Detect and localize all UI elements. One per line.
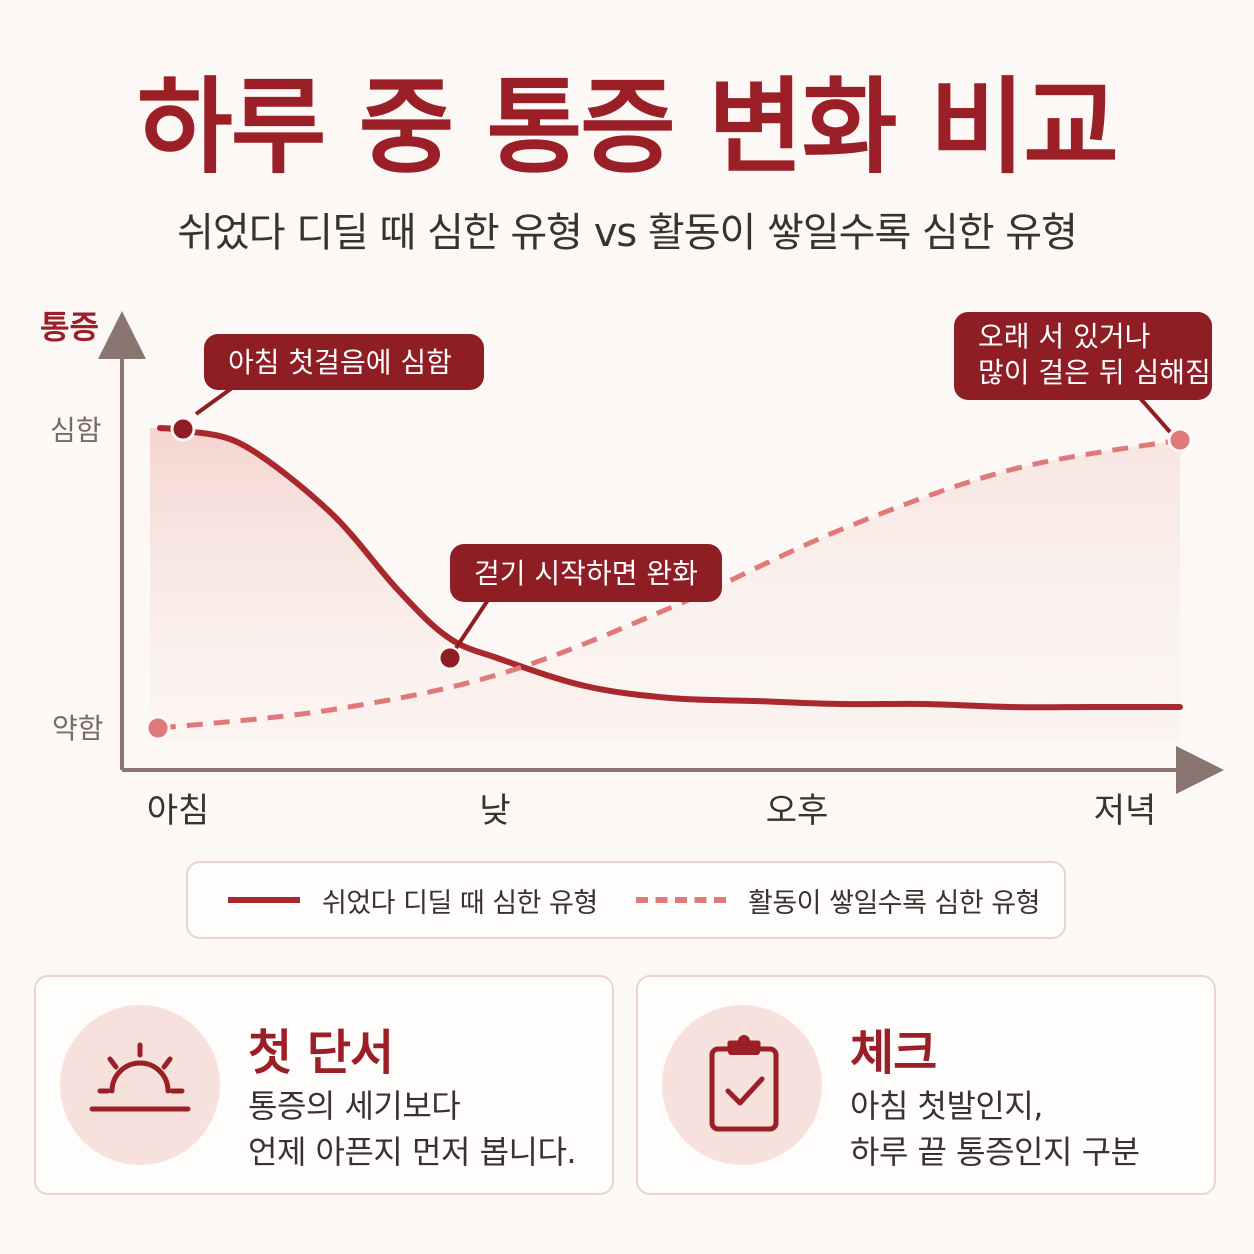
point-midday-relief <box>437 645 463 671</box>
page-title: 하루 중 통증 변화 비교 <box>137 66 1119 188</box>
card-check: 체크 아침 첫발인지, 하루 끝 통증인지 구분 <box>636 975 1216 1195</box>
legend-item-dashed: 활동이 쌓일수록 심한 유형 <box>636 863 1041 937</box>
x-tick-label: 낮 <box>479 791 510 831</box>
x-tick-label: 오후 <box>766 791 829 831</box>
legend-dashed-swatch <box>636 897 726 903</box>
point-dashed-end <box>1167 427 1193 453</box>
annotation-leader <box>454 598 490 650</box>
annotation-leader <box>194 386 234 416</box>
annotation-text: 많이 걸은 뒤 심해짐 <box>978 356 1211 389</box>
legend-label-solid: 쉬었다 디딜 때 심한 유형 <box>322 887 598 919</box>
annotation-text: 아침 첫걸음에 심함 <box>228 346 452 379</box>
page-subtitle: 쉬었다 디딜 때 심한 유형 vs 활동이 쌓일수록 심한 유형 <box>177 210 1078 256</box>
card-text-line: 언제 아픈지 먼저 봅니다. <box>248 1133 577 1171</box>
annotation-evening <box>954 312 1212 400</box>
annotation-leader <box>1138 396 1172 434</box>
dashed-series-area <box>160 440 1180 742</box>
card-text-line: 통증의 세기보다 <box>248 1087 461 1125</box>
card-text-line: 하루 끝 통증인지 구분 <box>850 1133 1140 1171</box>
solid-series-area <box>150 428 1180 742</box>
sunrise-icon <box>89 1042 191 1112</box>
solid-series-line <box>157 425 1183 711</box>
card-icon-circle <box>60 1005 220 1165</box>
y-tick-label: 심함 <box>50 414 102 447</box>
clipboard-check-icon <box>709 1035 779 1132</box>
annotation-morning <box>204 334 484 390</box>
card-text-line: 아침 첫발인지, <box>850 1087 1043 1125</box>
card-title: 첫 단서 <box>248 1025 394 1081</box>
legend-item-solid: 쉬었다 디딜 때 심한 유형 <box>228 863 598 937</box>
annotation-text: 걷기 시작하면 완화 <box>474 557 698 590</box>
point-morning-peak <box>170 416 196 442</box>
legend-label-dashed: 활동이 쌓일수록 심한 유형 <box>748 887 1041 919</box>
annotation-text: 오래 서 있거나 <box>978 320 1150 353</box>
y-tick-label: 약함 <box>52 712 104 745</box>
chart-legend: 쉬었다 디딜 때 심한 유형 활동이 쌓일수록 심한 유형 <box>186 861 1066 939</box>
point-dashed-start <box>145 715 171 741</box>
card-icon-circle <box>662 1005 822 1165</box>
x-tick-label: 저녁 <box>1094 791 1157 831</box>
y-axis-title: 통증 <box>40 308 99 346</box>
card-first-clue: 첫 단서 통증의 세기보다 언제 아픈지 먼저 봅니다. <box>34 975 614 1195</box>
dashed-series-line <box>159 437 1181 731</box>
annotation-relief <box>450 544 722 602</box>
legend-solid-swatch <box>228 897 300 903</box>
x-tick-label: 아침 <box>147 791 210 831</box>
card-title: 체크 <box>850 1025 937 1081</box>
